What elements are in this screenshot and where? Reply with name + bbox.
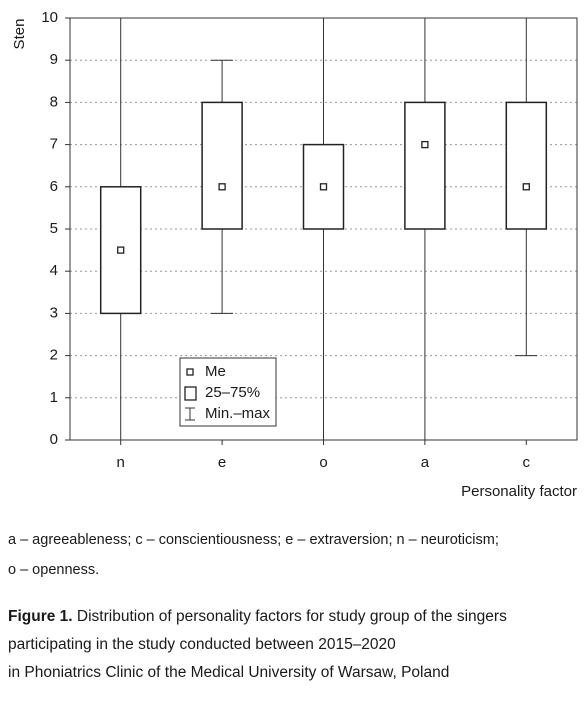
y-tick-label: 0 [50,431,58,448]
y-tick-label: 5 [50,220,58,237]
legend-label: Me [205,363,226,380]
box [201,101,243,230]
caption: Figure 1. Distribution of personality fa… [8,608,507,626]
y-tick-label: 2 [50,347,58,364]
x-tick-label: n [117,454,125,471]
y-tick-label: 6 [50,178,58,195]
caption-line: participating in the study conducted bet… [8,636,396,653]
legend-symbol [184,386,197,401]
caption-label: Figure 1. [8,608,73,625]
median [117,246,125,254]
legend-frame [179,357,277,427]
caption-line: in Phoniatrics Clinic of the Medical Uni… [8,664,450,681]
y-tick-label: 4 [50,262,58,279]
y-tick-label: 9 [50,51,58,68]
x-tick-label: c [523,454,531,471]
legend-symbol [186,368,194,376]
median [522,183,530,191]
box [404,101,446,230]
legend-label: 25–75% [205,384,260,401]
x-tick-label: e [218,454,226,471]
chart: Sten Personality factor 0 1 2 3 4 5 6 7 8 9 10 n e o a… [11,9,578,500]
y-tick-label: 1 [50,389,58,406]
y-axis-label: Sten [11,19,28,50]
legend-label: Min.–max [205,405,271,422]
box [505,101,548,230]
x-tick-label: a [421,454,430,471]
footnote: o – openness. [8,562,100,578]
y-tick-label: 7 [50,136,58,153]
median [421,140,429,149]
x-tick-label: o [319,454,327,471]
footnote: a – agreeableness; c – conscientiousness… [8,532,499,548]
y-tick-label: 8 [50,93,58,110]
median [319,183,328,191]
caption-line: Distribution of personality factors for … [76,608,507,625]
median [218,183,226,191]
y-tick-label: 10 [41,9,58,26]
x-axis-label: Personality factor [461,483,577,500]
y-tick-label: 3 [50,304,58,321]
